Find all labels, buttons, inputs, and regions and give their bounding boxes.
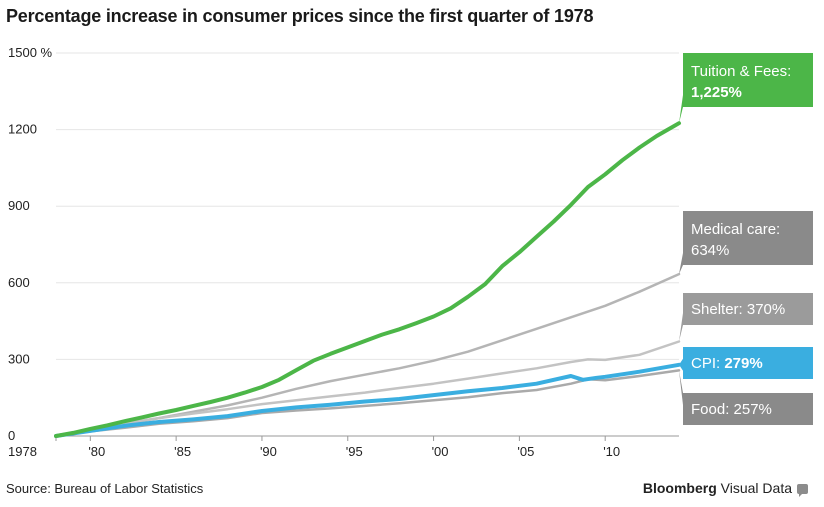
callout-pointer xyxy=(679,253,683,275)
callout-label: Tuition & Fees: xyxy=(691,63,791,80)
callout-layer: Tuition & Fees: 1,225% Medical care: 634% Sh… xyxy=(679,53,813,425)
x-tick-label: '95 xyxy=(346,444,363,459)
x-tick-label: 1978 xyxy=(8,444,37,459)
callout-box xyxy=(683,347,813,379)
y-tick-label: 1200 xyxy=(8,122,37,137)
callout-value: 634% xyxy=(691,242,729,259)
series-layer xyxy=(54,121,681,438)
series-line-medical-care xyxy=(54,272,681,438)
x-tick-label: '05 xyxy=(517,444,534,459)
chart-title: Percentage increase in consumer prices s… xyxy=(6,6,594,26)
brand-suffix: Visual Data xyxy=(720,480,792,496)
callout-value: 279% xyxy=(724,355,762,372)
callout-pointer xyxy=(679,313,683,342)
callout-pointer xyxy=(679,95,683,124)
series-line-tuition-fees xyxy=(54,121,681,438)
callout-box xyxy=(683,211,813,265)
callout-value: 1,225% xyxy=(691,84,742,101)
callout-medical-care: Medical care: 634% xyxy=(679,211,813,275)
y-tick-label: 900 xyxy=(8,198,30,213)
series-line-cpi xyxy=(54,362,681,438)
x-axis-ticks: 1978 '80 '85 '90 '95 '00 '05 '10 xyxy=(8,436,620,459)
source-note: Source: Bureau of Labor Statistics xyxy=(6,481,204,496)
callout-food: Food: 257% xyxy=(679,370,813,425)
callout-label: Food: 257% xyxy=(691,401,772,418)
x-tick-label: '80 xyxy=(88,444,105,459)
callout-tuition-fees: Tuition & Fees: 1,225% xyxy=(679,53,813,124)
speech-bubble-icon xyxy=(797,484,808,497)
callout-shelter: Shelter: 370% xyxy=(679,293,813,342)
callout-box xyxy=(683,393,813,425)
x-tick-label: '10 xyxy=(603,444,620,459)
y-axis-ticks: 0 300 600 900 1200 1500 % xyxy=(8,45,53,443)
callout-cpi: CPI: 279% xyxy=(679,347,813,379)
grid-layer xyxy=(56,52,679,437)
y-tick-label: 600 xyxy=(8,275,30,290)
series-line-shelter xyxy=(54,340,681,438)
y-tick-label: 1500 % xyxy=(8,45,53,60)
brand-logo: Bloomberg Visual Data xyxy=(642,480,808,497)
callout-label: Medical care: xyxy=(691,221,780,238)
brand-name: Bloomberg xyxy=(642,480,717,496)
x-tick-label: '90 xyxy=(260,444,277,459)
x-tick-label: '85 xyxy=(174,444,191,459)
y-tick-label: 300 xyxy=(8,351,30,366)
callout-value: 257% xyxy=(734,401,772,418)
callout-box xyxy=(683,293,813,325)
y-tick-label: 0 xyxy=(8,428,15,443)
callout-label: CPI: 279% xyxy=(691,355,763,372)
callout-value: 370% xyxy=(747,301,785,318)
callout-pointer xyxy=(679,358,683,371)
callout-pointer xyxy=(679,370,683,405)
callout-label: Shelter: 370% xyxy=(691,301,785,318)
callout-box xyxy=(683,53,813,107)
x-tick-label: '00 xyxy=(432,444,449,459)
